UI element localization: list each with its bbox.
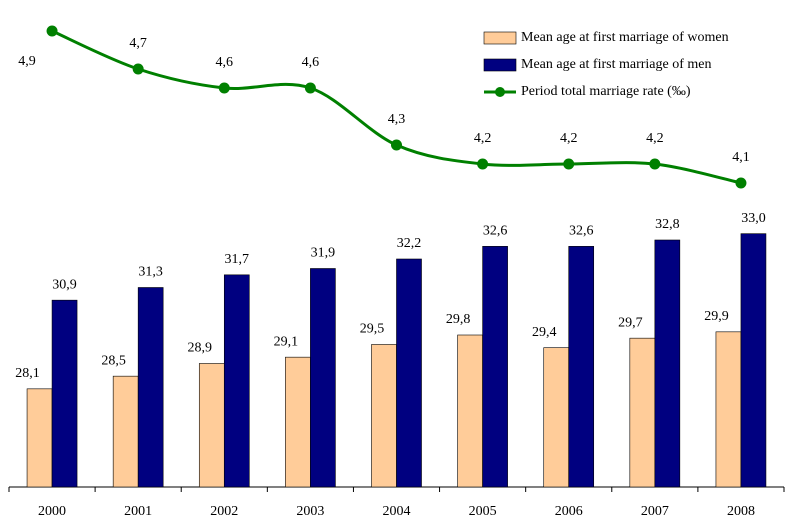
x-tick-label: 2001 xyxy=(124,504,152,517)
legend-swatch xyxy=(483,58,517,72)
bar-value-label: 29,5 xyxy=(360,322,385,337)
bar-value-label: 32,2 xyxy=(397,236,422,251)
line-value-label: 4,2 xyxy=(646,131,664,146)
bar xyxy=(112,375,139,488)
bar xyxy=(482,246,508,488)
line-point xyxy=(391,139,402,151)
line-point xyxy=(218,82,230,94)
legend-marker xyxy=(495,87,505,97)
x-tick-label: 2000 xyxy=(38,504,66,517)
line-value-label: 4,2 xyxy=(560,131,578,146)
line-value-label: 4,6 xyxy=(216,55,234,70)
x-tick-label: 2007 xyxy=(641,504,669,517)
line-point xyxy=(46,25,58,37)
legend-swatch xyxy=(483,31,517,45)
line-value-label: 4,3 xyxy=(388,112,406,127)
line-value-label: 4,9 xyxy=(18,54,36,69)
legend-label: Mean age at first marriage of men xyxy=(521,57,711,72)
bar-value-label: 32,6 xyxy=(569,224,594,239)
bar-value-label: 28,9 xyxy=(188,341,213,356)
bar xyxy=(223,274,250,488)
bar xyxy=(568,246,595,488)
bar xyxy=(543,347,570,488)
bar-value-label: 32,8 xyxy=(655,217,680,232)
bar xyxy=(198,363,225,488)
bar xyxy=(285,356,311,488)
bar xyxy=(457,334,483,488)
line-point xyxy=(735,177,747,189)
bar xyxy=(51,299,78,488)
x-tick-label: 2006 xyxy=(555,504,583,517)
bar xyxy=(740,233,767,488)
bar xyxy=(629,337,656,488)
line-point xyxy=(649,158,661,170)
line-value-label: 4,6 xyxy=(302,55,320,70)
bar-value-label: 33,0 xyxy=(741,211,766,226)
bar xyxy=(715,331,742,488)
bar-value-label: 31,9 xyxy=(311,246,336,261)
bar xyxy=(396,258,422,488)
bar-value-label: 29,1 xyxy=(274,334,299,349)
line-value-label: 4,7 xyxy=(129,36,147,51)
bar-value-label: 28,5 xyxy=(101,353,126,368)
x-tick-label: 2005 xyxy=(469,504,497,517)
line-point xyxy=(304,82,316,94)
line-point xyxy=(132,63,144,75)
legend-label: Period total marriage rate (‰) xyxy=(521,84,691,99)
line xyxy=(51,29,742,185)
bar xyxy=(26,388,53,488)
bar-value-label: 29,9 xyxy=(704,309,729,324)
line-point xyxy=(563,158,575,170)
line-value-label: 4,1 xyxy=(732,150,750,165)
legend-label: Mean age at first marriage of women xyxy=(521,30,729,45)
bar-value-label: 30,9 xyxy=(52,277,77,292)
bar-value-label: 32,6 xyxy=(483,224,508,239)
bar xyxy=(137,287,164,488)
x-tick-label: 2003 xyxy=(296,504,324,517)
x-tick-label: 2004 xyxy=(383,504,411,517)
bar-value-label: 29,4 xyxy=(532,325,557,340)
bar-value-label: 29,8 xyxy=(446,312,471,327)
bar-value-label: 29,7 xyxy=(618,315,643,330)
bar-value-label: 31,7 xyxy=(225,252,250,267)
bar xyxy=(371,344,397,488)
line-value-label: 4,2 xyxy=(474,131,492,146)
bar-value-label: 31,3 xyxy=(138,265,163,280)
x-tick-label: 2002 xyxy=(210,504,238,517)
x-tick-label: 2008 xyxy=(727,504,755,517)
bar-value-label: 28,1 xyxy=(15,366,40,381)
bar xyxy=(654,239,681,488)
bar xyxy=(310,268,336,488)
line-point xyxy=(477,158,489,170)
